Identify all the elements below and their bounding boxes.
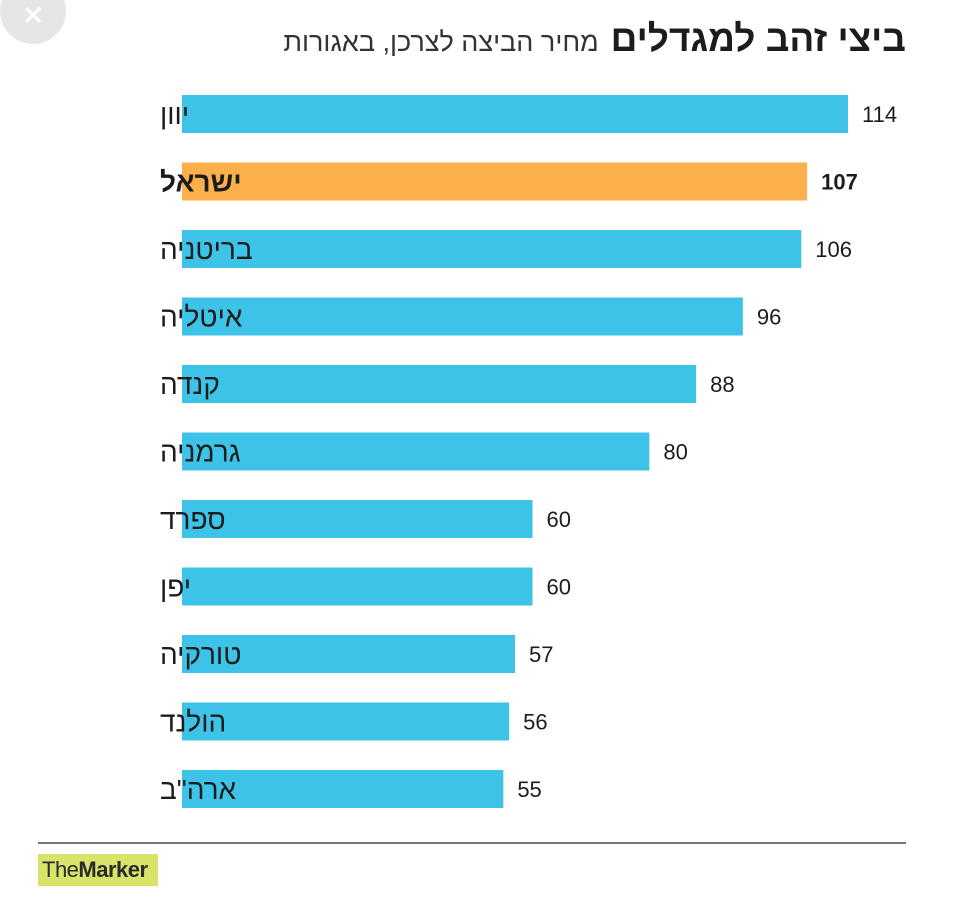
value-label-3: 96 <box>757 305 781 330</box>
category-label-6: ספרד <box>160 504 226 535</box>
bar-6 <box>182 500 533 538</box>
category-label-7: יפן <box>160 572 191 603</box>
category-label-1: ישראל <box>160 167 242 198</box>
bar-4 <box>182 365 697 403</box>
value-label-7: 60 <box>547 575 571 600</box>
brand-logo-text-the: The <box>42 857 79 882</box>
bar-1 <box>182 162 808 201</box>
value-label-6: 60 <box>547 507 571 532</box>
bar-8 <box>182 635 515 673</box>
bar-0 <box>182 95 848 133</box>
value-label-4: 88 <box>710 372 734 397</box>
value-label-0: 114 <box>862 102 897 127</box>
category-label-2: בריטניה <box>160 234 253 265</box>
footer-divider <box>38 842 906 844</box>
value-label-9: 56 <box>523 710 547 735</box>
value-label-10: 55 <box>517 777 541 802</box>
bar-9 <box>182 702 510 741</box>
category-label-9: הולנד <box>160 707 226 738</box>
category-label-0: יוון <box>160 99 189 130</box>
chart-title-row: ביצי זהב למגדלים מחיר הביצה לצרכן, באגור… <box>283 18 906 68</box>
brand-logo: TheMarker <box>38 854 158 886</box>
chart-title: ביצי זהב למגדלים <box>610 18 906 59</box>
category-label-10: ארה"ב <box>160 774 237 805</box>
value-label-5: 80 <box>663 440 687 465</box>
close-icon <box>24 6 42 24</box>
bar-10 <box>182 770 504 808</box>
bar-7 <box>182 567 533 606</box>
value-label-8: 57 <box>529 642 553 667</box>
brand-logo-text-marker: Marker <box>78 857 148 882</box>
category-label-5: גרמניה <box>160 437 241 468</box>
category-label-8: טורקיה <box>160 639 241 670</box>
bar-chart: יוון 114 ישראל 107 בריטניה 106 איטליה 96 קנדה 88 ג… <box>160 95 897 808</box>
bar-5 <box>182 432 650 471</box>
value-label-1: 107 <box>821 170 858 195</box>
category-label-3: איטליה <box>160 302 243 333</box>
chart-subtitle: מחיר הביצה לצרכן, באגורות <box>283 27 599 57</box>
value-label-2: 106 <box>815 237 852 262</box>
category-label-4: קנדה <box>160 369 220 400</box>
bar-2 <box>182 230 802 268</box>
bar-3 <box>182 297 743 336</box>
